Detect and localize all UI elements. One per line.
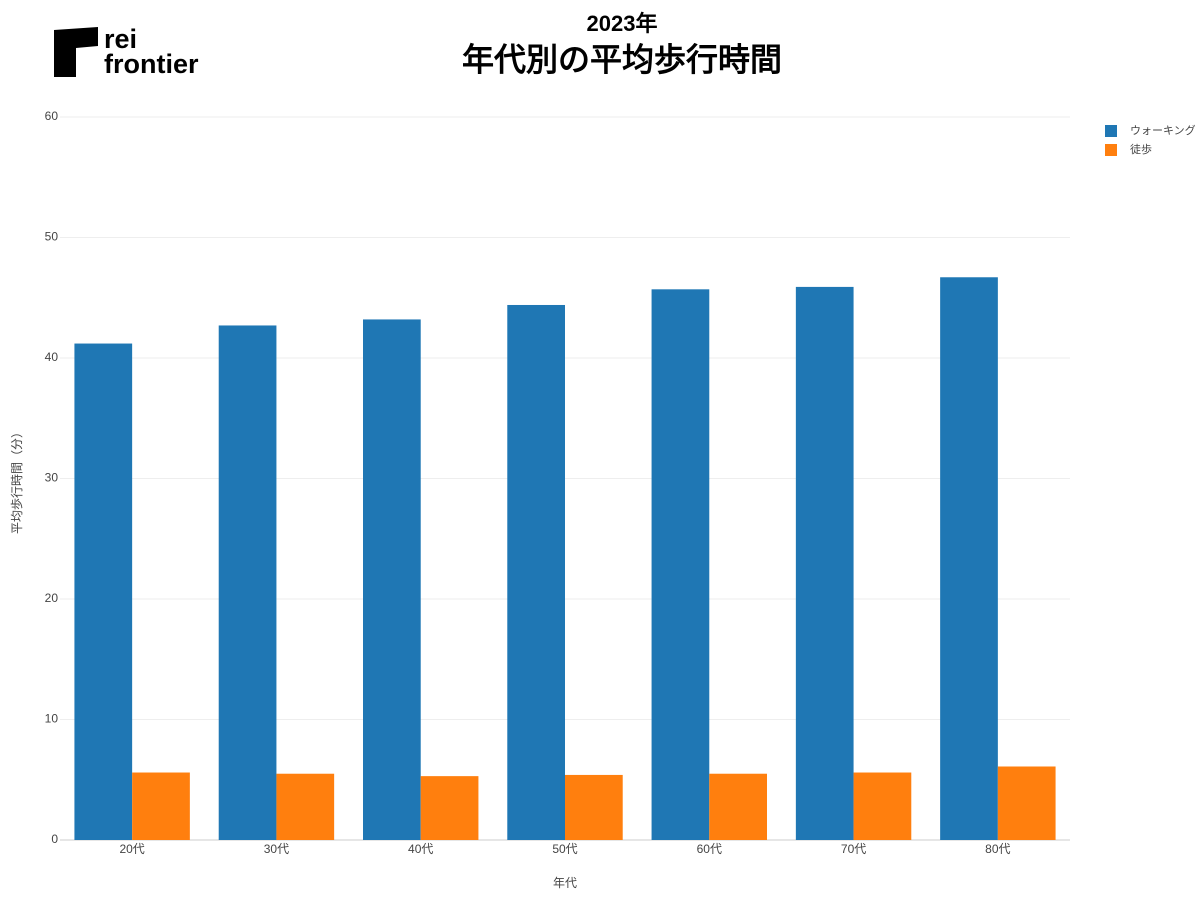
x-tick-label: 60代 (697, 842, 722, 856)
bar (709, 773, 767, 840)
legend-label: 徒歩 (1130, 142, 1152, 156)
logo-text: frontier (104, 49, 199, 79)
x-tick-label: 30代 (264, 842, 289, 856)
y-tick-label: 40 (45, 350, 59, 364)
x-tick-label: 40代 (408, 842, 433, 856)
chart-title: 2023年 (587, 11, 658, 36)
y-tick-label: 0 (51, 832, 58, 846)
bar (218, 325, 277, 841)
logo-mark (54, 27, 98, 77)
logo-text: rei (104, 24, 137, 54)
bar (276, 773, 335, 840)
bar (363, 319, 421, 840)
bar (651, 289, 710, 840)
logo: rei frontier (54, 24, 199, 79)
bar (997, 766, 1056, 840)
x-tick-label: 70代 (841, 842, 866, 856)
bar (507, 304, 565, 841)
y-axis-label: 平均歩行時間（分） (9, 426, 24, 534)
chart-subtitle: 年代別の平均歩行時間 (462, 41, 782, 77)
bar (74, 343, 133, 840)
legend-label: ウォーキング (1130, 123, 1196, 137)
bar (132, 772, 190, 840)
bar (853, 772, 912, 840)
y-tick-label: 20 (45, 591, 59, 605)
bar (795, 286, 854, 840)
legend-swatch (1105, 144, 1117, 156)
bar (940, 277, 998, 840)
x-axis-label: 年代 (553, 876, 577, 890)
y-tick-label: 60 (45, 109, 59, 123)
legend-swatch (1105, 125, 1117, 137)
bar (565, 774, 623, 840)
x-tick-label: 50代 (552, 842, 577, 856)
y-tick-label: 50 (45, 230, 59, 244)
bar (420, 776, 479, 840)
x-tick-label: 80代 (985, 842, 1010, 856)
x-tick-label: 20代 (119, 842, 144, 856)
y-tick-label: 30 (45, 471, 59, 485)
y-tick-label: 10 (45, 712, 59, 726)
